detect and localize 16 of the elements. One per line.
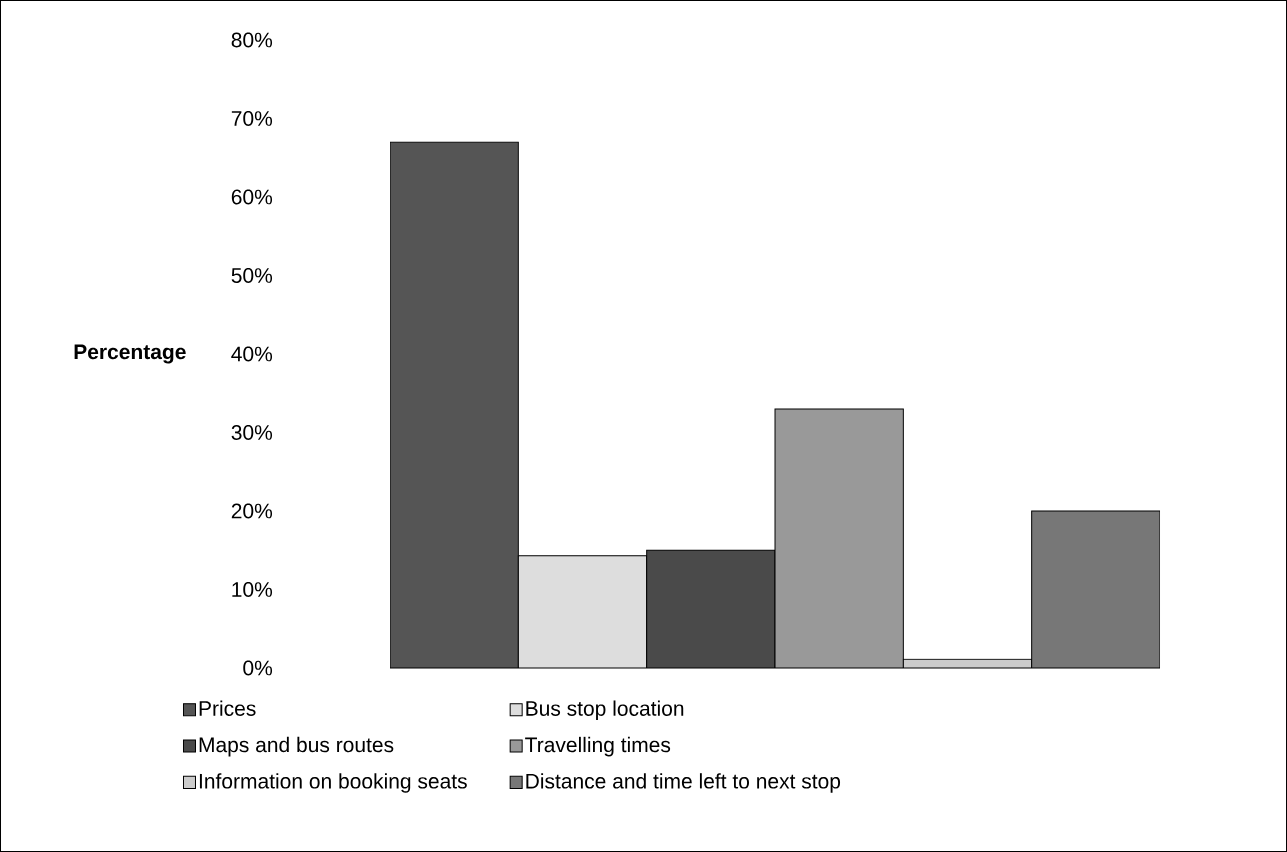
y-tick-label: 20% (231, 503, 273, 519)
legend-label: Distance and time left to next stop (526, 773, 841, 793)
y-tick-label: 0% (243, 660, 273, 676)
legend-label: Maps and bus routes (199, 736, 394, 757)
legend-label: Information on booking seats (199, 773, 467, 793)
legend-label: Prices (199, 700, 256, 716)
y-tick-label: 80% (231, 32, 273, 48)
y-tick-label: 30% (231, 425, 273, 440)
legend-label: Bus stop location (526, 700, 684, 721)
y-tick-label: 50% (231, 268, 273, 283)
y-tick-label: 40% (231, 346, 273, 362)
y-tick-label: 70% (231, 111, 273, 126)
legend-label: Travelling times (525, 736, 671, 757)
y-tick-label: 60% (231, 189, 273, 205)
y-axis-title: Percentage (74, 344, 186, 364)
y-tick-label: 10% (232, 582, 273, 597)
